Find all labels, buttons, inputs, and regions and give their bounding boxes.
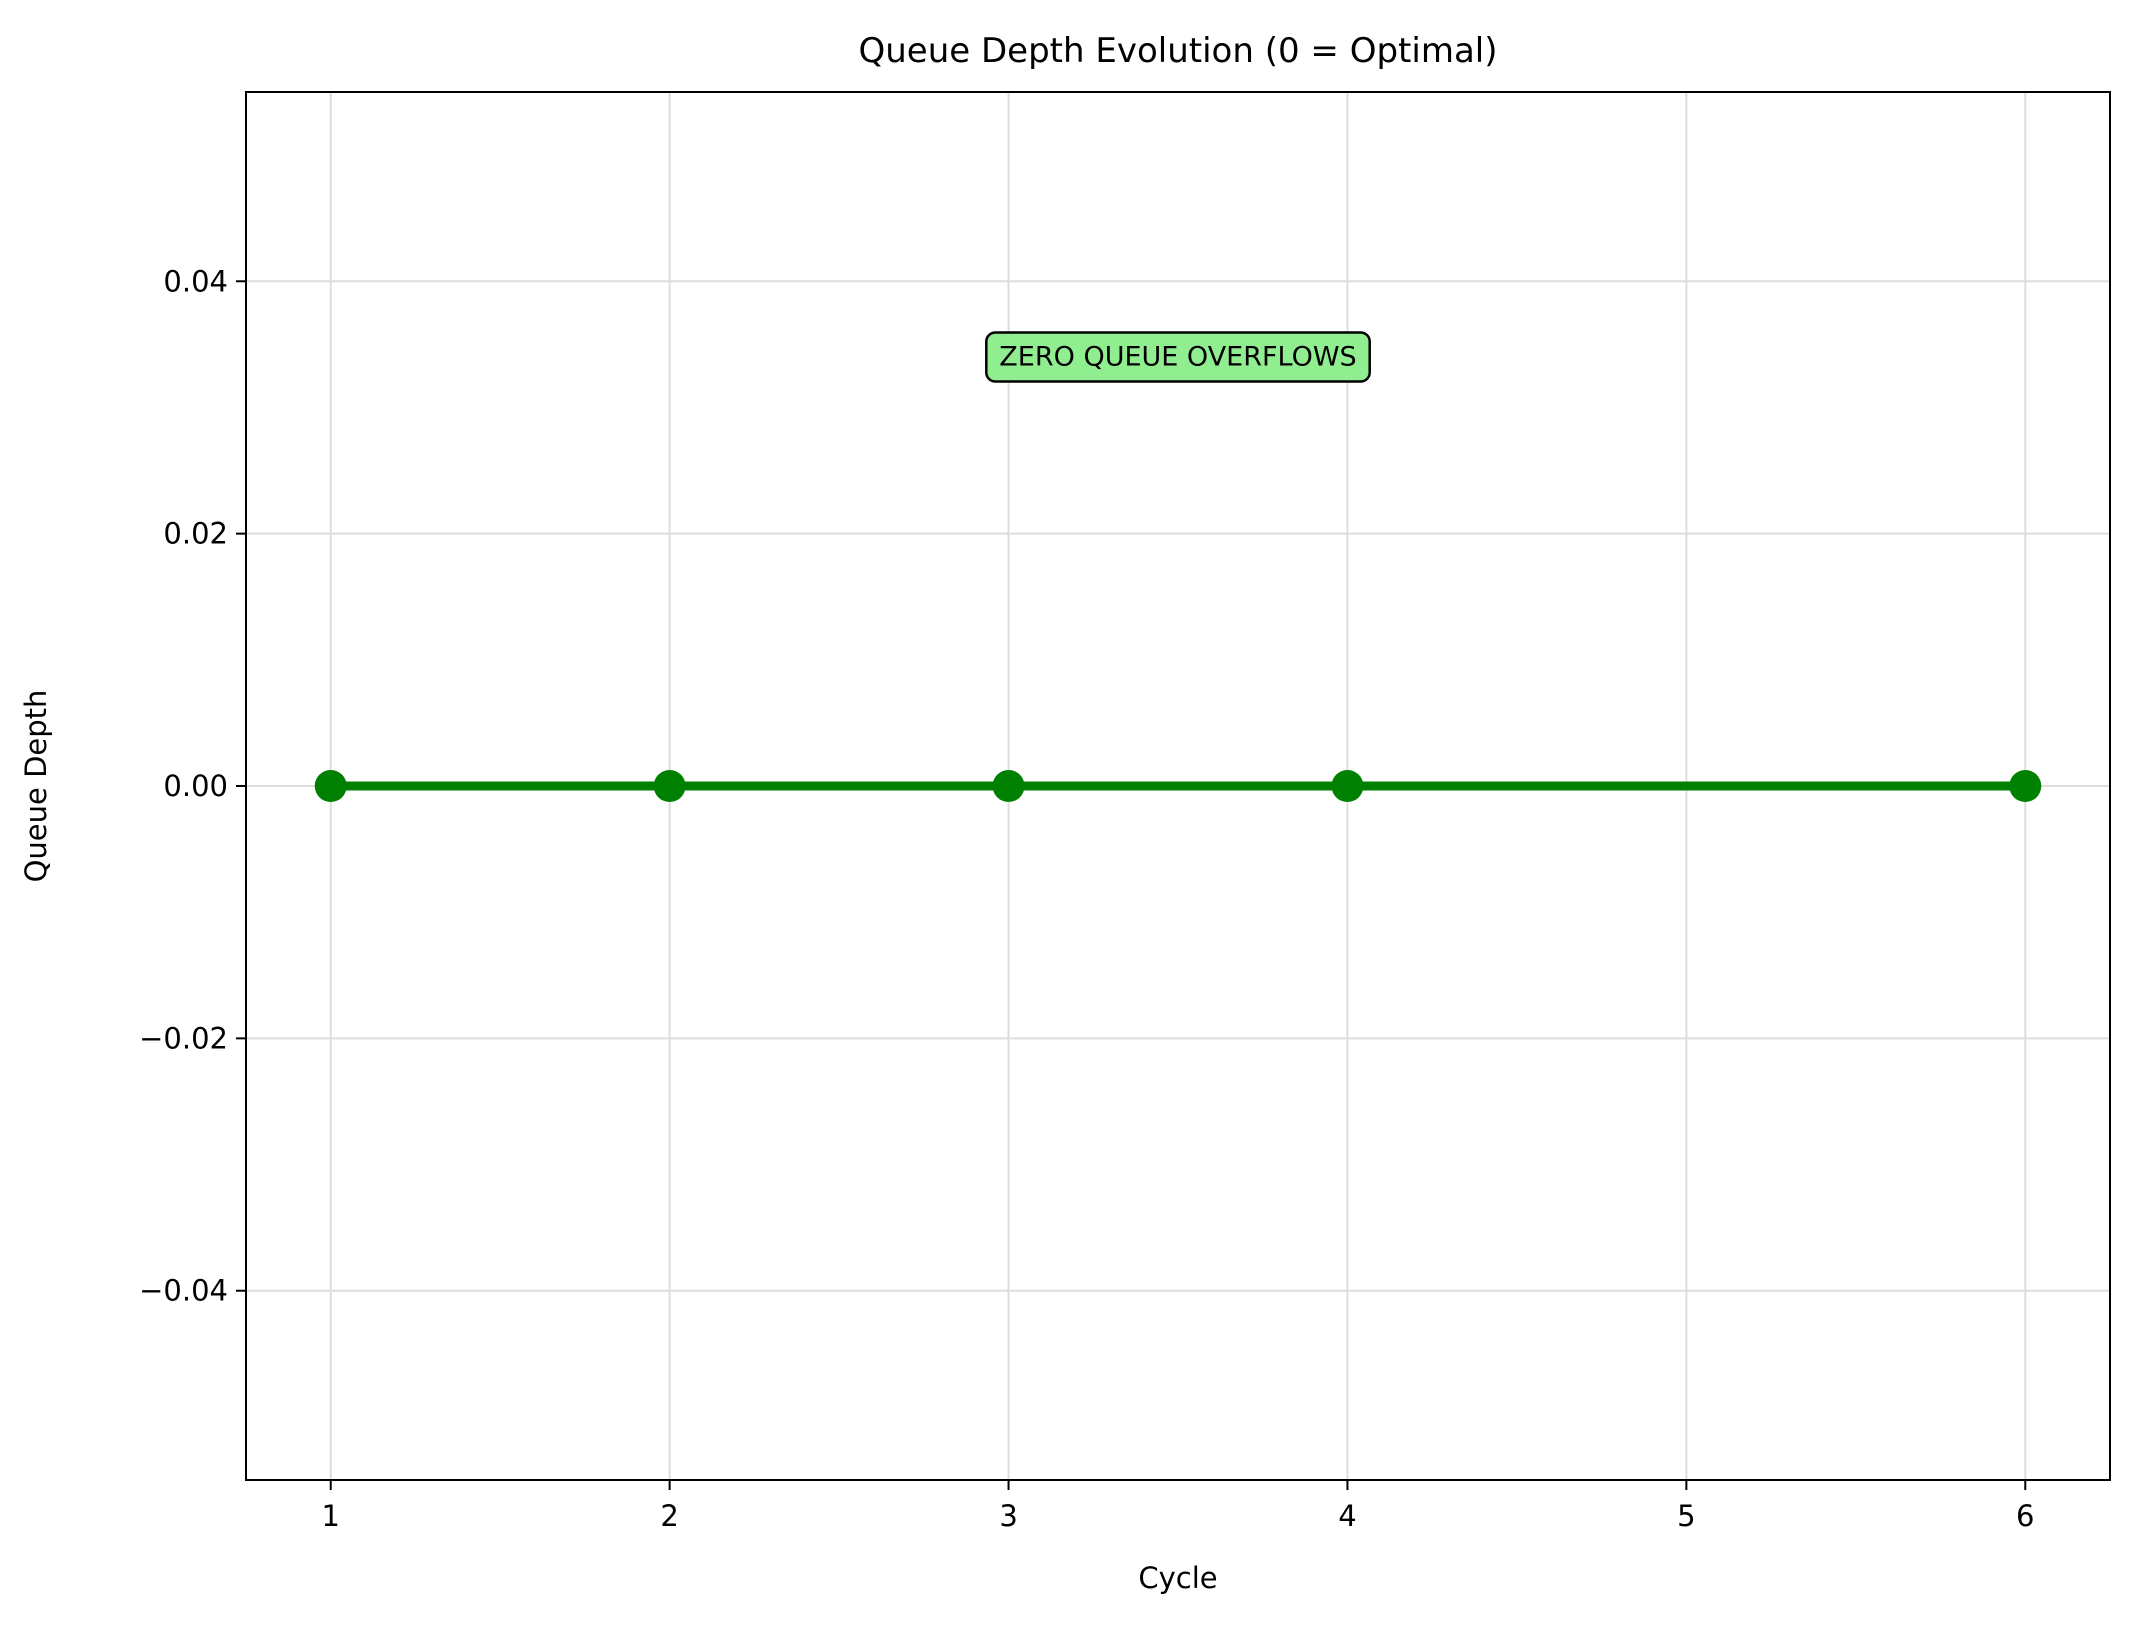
data-point bbox=[992, 770, 1025, 802]
data-point bbox=[1331, 770, 1364, 802]
x-tick-label: 1 bbox=[322, 1499, 340, 1533]
chart-title: Queue Depth Evolution (0 = Optimal) bbox=[859, 31, 1498, 71]
y-tick-label: 0.00 bbox=[163, 769, 228, 803]
x-tick-label: 5 bbox=[1677, 1499, 1695, 1533]
y-tick-label: 0.02 bbox=[163, 517, 228, 551]
x-tick-label: 2 bbox=[660, 1499, 678, 1533]
y-tick-label: −0.04 bbox=[139, 1274, 228, 1308]
data-point bbox=[653, 770, 686, 802]
data-point bbox=[2009, 770, 2042, 802]
y-tick-label: 0.04 bbox=[163, 264, 228, 298]
x-tick-label: 4 bbox=[1338, 1499, 1356, 1533]
y-tick-label: −0.02 bbox=[139, 1021, 228, 1055]
annotation: ZERO QUEUE OVERFLOWS bbox=[985, 331, 1371, 383]
x-tick-label: 3 bbox=[999, 1499, 1017, 1533]
series-layer bbox=[314, 770, 2042, 802]
annotation-text: ZERO QUEUE OVERFLOWS bbox=[999, 341, 1356, 372]
annotation-box bbox=[985, 331, 1371, 383]
axis-ticks: 1 2 3 4 5 6 −0.04 −0.02 0.00 0.02 0.04 bbox=[139, 264, 2034, 1533]
data-point bbox=[314, 770, 347, 802]
x-tick-label: 6 bbox=[2016, 1499, 2034, 1533]
y-axis-label: Queue Depth bbox=[19, 690, 53, 883]
x-axis-label: Cycle bbox=[1138, 1561, 1217, 1595]
